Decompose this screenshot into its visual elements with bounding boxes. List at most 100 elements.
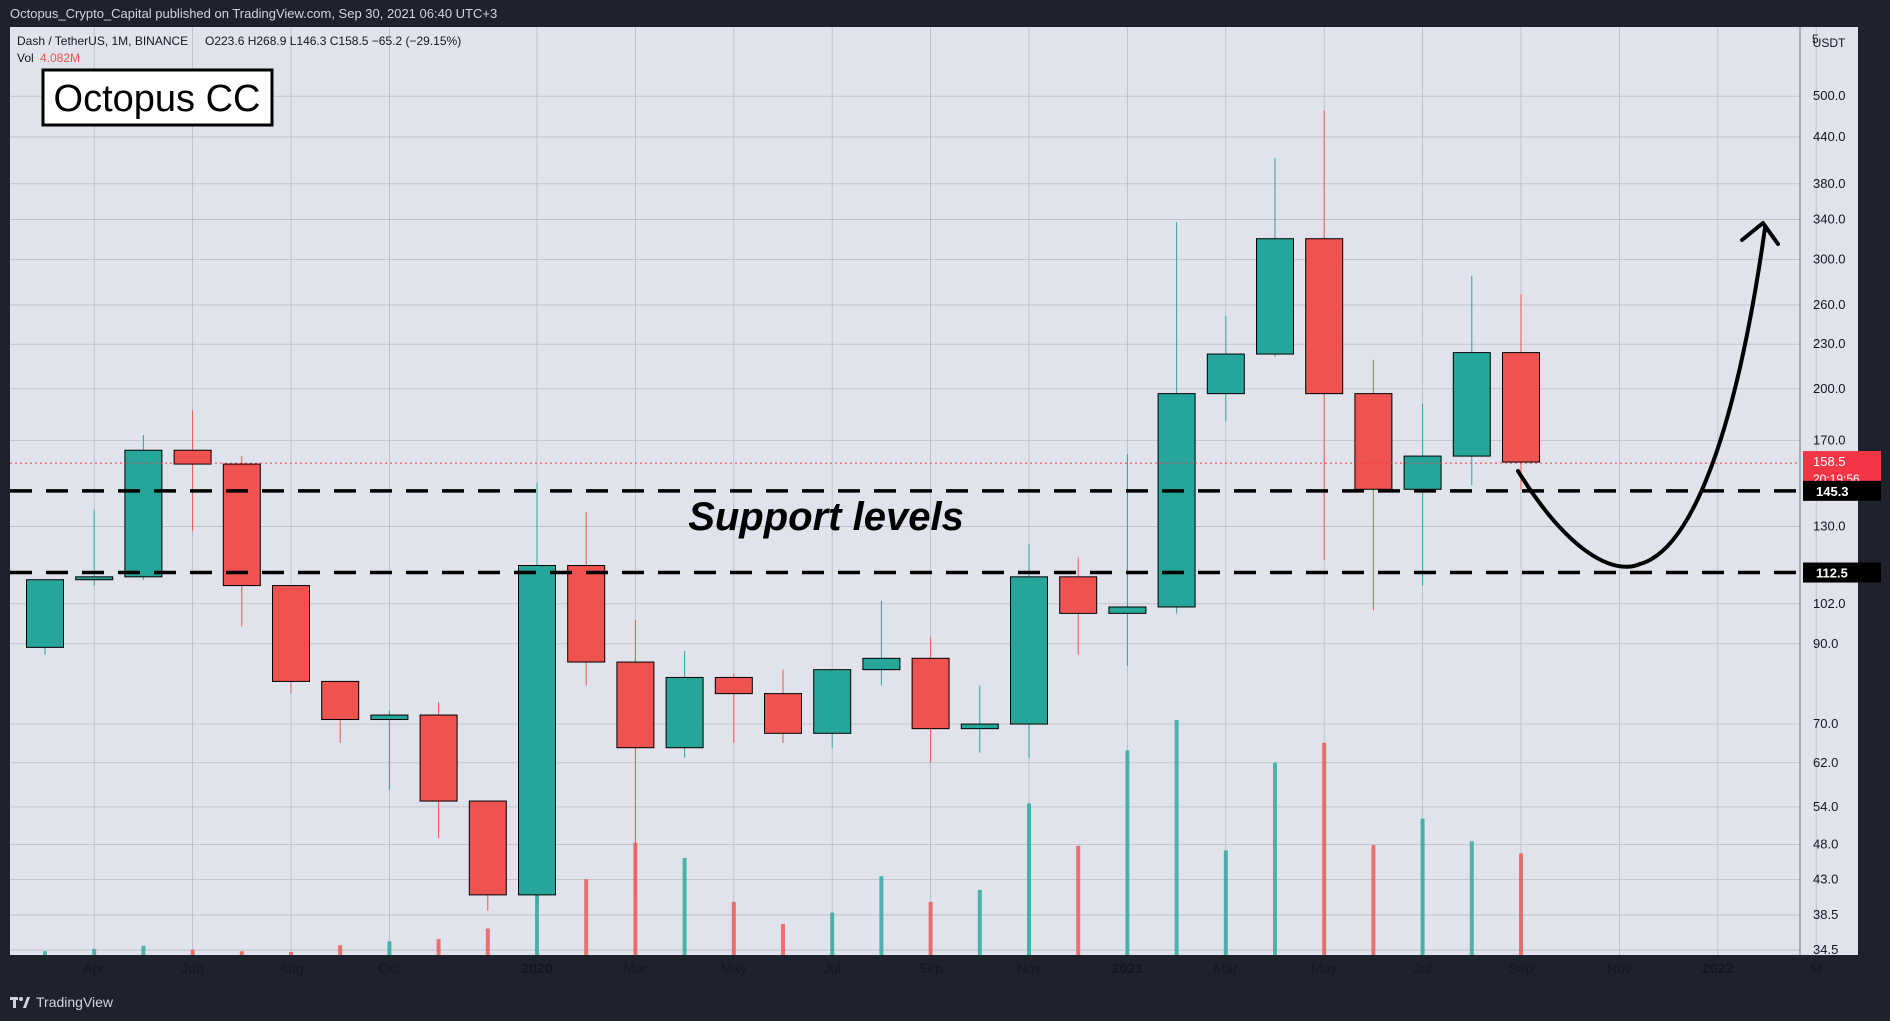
volume-label: Vol bbox=[17, 51, 34, 65]
candle-body bbox=[419, 714, 458, 802]
time-tick-label: Sep bbox=[918, 960, 943, 976]
time-tick-label: Mar bbox=[623, 960, 647, 976]
time-tick-label: Jul bbox=[1414, 960, 1432, 976]
volume-bar bbox=[1273, 762, 1277, 955]
candle-body bbox=[1108, 606, 1147, 614]
price-tick-label: 62.0 bbox=[1813, 755, 1838, 770]
time-tick-label: May bbox=[721, 960, 747, 976]
publish-header: Octopus_Crypto_Capital published on Trad… bbox=[0, 0, 1890, 27]
axis-top-label: 5 bbox=[1812, 32, 1819, 46]
volume-bar bbox=[1076, 845, 1081, 955]
volume-bar bbox=[190, 949, 195, 955]
volume-bar bbox=[1223, 850, 1228, 955]
volume-bar bbox=[436, 939, 441, 955]
candle-body bbox=[1305, 238, 1344, 395]
candle-body bbox=[567, 565, 606, 663]
volume-bar bbox=[387, 941, 392, 955]
volume-bar bbox=[633, 842, 638, 955]
price-tick-label: 102.0 bbox=[1813, 596, 1846, 611]
volume-bar bbox=[977, 889, 982, 955]
time-axis[interactable]: Apr Jun Aug Oct 2020 Mar May Jul Sep Nov 2021 Mar Ma… bbox=[83, 960, 1822, 976]
publish-info: Octopus_Crypto_Capital published on Trad… bbox=[10, 6, 498, 21]
candle-body bbox=[960, 723, 999, 730]
price-tick-label: 34.5 bbox=[1813, 942, 1838, 957]
time-tick-label: 2020 bbox=[521, 960, 552, 976]
volume-bar bbox=[1125, 750, 1130, 955]
candle-body bbox=[75, 576, 114, 581]
support-levels-annotation: Support levels bbox=[688, 495, 964, 539]
price-tick-label: 300.0 bbox=[1813, 251, 1846, 266]
candle-body bbox=[665, 676, 704, 749]
volume-bar bbox=[43, 951, 47, 955]
time-tick-label: May bbox=[1311, 960, 1337, 976]
volume-bar bbox=[239, 951, 244, 955]
candle-body bbox=[1403, 455, 1442, 490]
volume-bar bbox=[928, 901, 933, 955]
forecast-curve bbox=[1516, 226, 1767, 569]
volume-bar bbox=[584, 879, 589, 955]
price-tick-label: 260.0 bbox=[1813, 297, 1846, 312]
price-tick-label: 500.0 bbox=[1813, 88, 1846, 103]
candle-body bbox=[1256, 238, 1294, 355]
time-tick-label: Sep bbox=[1509, 960, 1534, 976]
time-tick-label: Apr bbox=[83, 960, 105, 976]
price-tick-label: 440.0 bbox=[1813, 129, 1846, 144]
forecast-drawing bbox=[1516, 221, 1780, 569]
candle-body bbox=[1452, 352, 1491, 457]
candle-body bbox=[468, 800, 507, 896]
tradingview-logo[interactable]: TradingView bbox=[10, 994, 113, 1010]
volume-bar bbox=[1322, 742, 1327, 955]
volume-value: 4.082M bbox=[40, 51, 80, 65]
price-tick-label: 130.0 bbox=[1813, 518, 1846, 533]
candle-body bbox=[714, 676, 753, 695]
volume-bar bbox=[1420, 818, 1425, 955]
time-tick-label: 2022 bbox=[1702, 960, 1733, 976]
volume-bar bbox=[830, 912, 835, 955]
symbol-line: Dash / TetherUS, 1M, BINANCE bbox=[17, 34, 188, 48]
tradingview-icon bbox=[10, 997, 30, 1008]
time-tick-label: Jun bbox=[181, 960, 204, 976]
currency-label: USDT bbox=[1813, 36, 1846, 50]
volume-bar bbox=[781, 923, 785, 955]
volume-bar bbox=[1519, 853, 1523, 955]
time-tick-label: Nov bbox=[1607, 960, 1632, 976]
price-tick-label: 230.0 bbox=[1813, 336, 1846, 351]
candle-body bbox=[616, 661, 655, 749]
candle-body bbox=[911, 657, 950, 730]
volume-bar bbox=[1027, 803, 1031, 955]
time-tick-label: Nov bbox=[1017, 960, 1042, 976]
candle-body bbox=[1354, 393, 1393, 490]
volume-bar bbox=[1469, 841, 1474, 955]
price-tick-label: 38.5 bbox=[1813, 907, 1838, 922]
price-tick-label: 340.0 bbox=[1813, 211, 1846, 226]
volume-bar bbox=[338, 945, 343, 955]
candle-body bbox=[1010, 576, 1048, 725]
price-tick-label: 48.0 bbox=[1813, 837, 1838, 852]
footer-bar: TradingView bbox=[0, 985, 1890, 1021]
watermark-box: Octopus CC bbox=[41, 68, 274, 127]
candle-body bbox=[1206, 353, 1245, 395]
volume-bar bbox=[731, 901, 736, 955]
volume-bar bbox=[92, 948, 97, 955]
volume-bar bbox=[485, 928, 490, 955]
volume-bar bbox=[1371, 845, 1376, 955]
candle-body bbox=[862, 657, 901, 671]
candle-body bbox=[370, 714, 409, 721]
price-tick-label: 70.0 bbox=[1813, 716, 1838, 731]
time-tick-label: Jul bbox=[823, 960, 841, 976]
price-tick-label: 90.0 bbox=[1813, 636, 1838, 651]
volume-bar bbox=[535, 852, 539, 955]
tradingview-brand: TradingView bbox=[36, 994, 114, 1010]
volume-bar bbox=[879, 876, 884, 955]
time-tick-label: Aug bbox=[279, 960, 304, 976]
candle-body bbox=[173, 449, 212, 465]
candle-body bbox=[1157, 393, 1196, 608]
chart-legend: Dash / TetherUS, 1M, BINANCE O223.6 H268… bbox=[17, 34, 461, 65]
watermark-text: Octopus CC bbox=[54, 78, 261, 120]
time-tick-label: Mar bbox=[1214, 960, 1238, 976]
candle-body bbox=[272, 585, 310, 682]
candle-body bbox=[321, 680, 360, 721]
candle-body bbox=[124, 449, 163, 578]
